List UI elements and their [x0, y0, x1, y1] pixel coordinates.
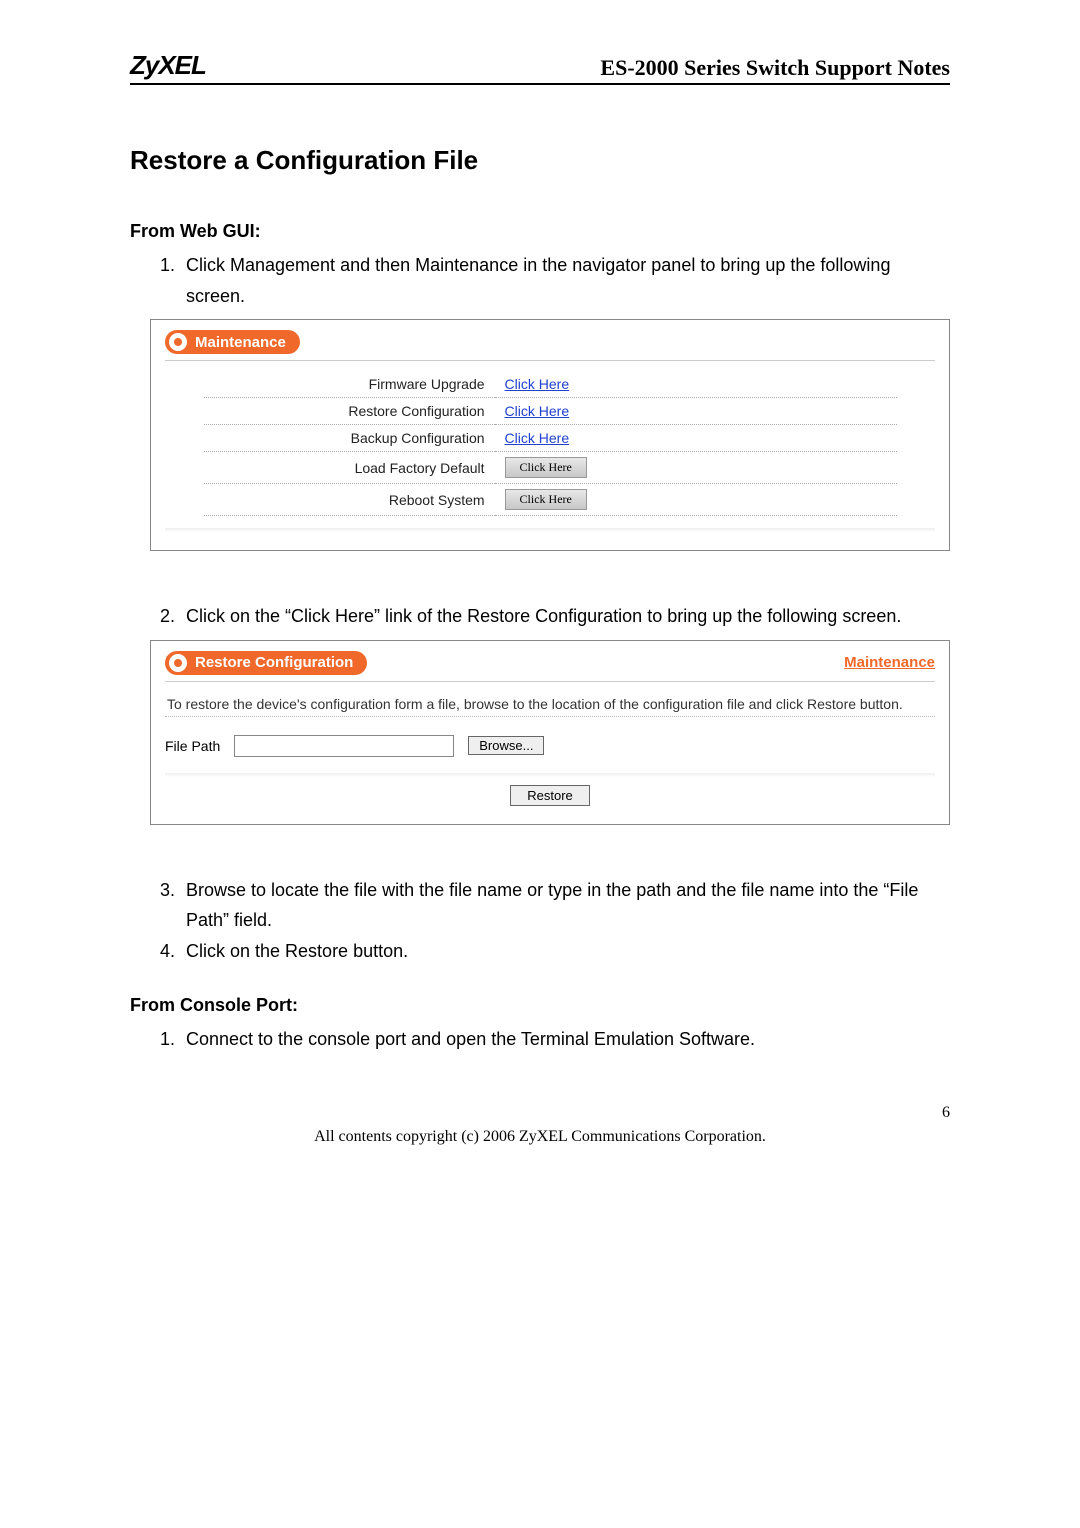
- console-heading: From Console Port:: [130, 995, 950, 1016]
- row-firmware-upgrade: Firmware Upgrade Click Here: [204, 371, 897, 398]
- browse-button[interactable]: Browse...: [468, 736, 544, 755]
- backup-config-link[interactable]: Click Here: [505, 430, 570, 446]
- divider: [165, 681, 935, 682]
- webgui-steps-3: Browse to locate the file with the file …: [130, 875, 950, 967]
- panel1-title: Maintenance: [195, 334, 286, 351]
- lozenge-bullet-icon: [169, 333, 187, 351]
- step-3: Browse to locate the file with the file …: [180, 875, 950, 936]
- breadcrumb-maintenance[interactable]: Maintenance: [844, 654, 935, 671]
- reboot-button[interactable]: Click Here: [505, 489, 587, 510]
- console-step-1: Connect to the console port and open the…: [180, 1024, 950, 1055]
- file-path-label: File Path: [165, 738, 220, 754]
- row-label: Reboot System: [204, 484, 495, 516]
- file-path-input[interactable]: [234, 735, 454, 757]
- row-backup-config: Backup Configuration Click Here: [204, 425, 897, 452]
- webgui-steps-1: Click Management and then Maintenance in…: [130, 250, 950, 311]
- divider: [165, 773, 935, 777]
- doc-title: ES-2000 Series Switch Support Notes: [600, 55, 950, 81]
- console-steps: Connect to the console port and open the…: [130, 1024, 950, 1055]
- maintenance-panel: Maintenance Firmware Upgrade Click Here …: [150, 319, 950, 551]
- divider: [165, 528, 935, 532]
- copyright: All contents copyright (c) 2006 ZyXEL Co…: [130, 1128, 950, 1146]
- maintenance-table: Firmware Upgrade Click Here Restore Conf…: [204, 371, 897, 516]
- file-path-row: File Path Browse...: [165, 735, 935, 757]
- restore-config-link[interactable]: Click Here: [505, 403, 570, 419]
- step-1: Click Management and then Maintenance in…: [180, 250, 950, 311]
- row-label: Firmware Upgrade: [204, 371, 495, 398]
- page-number: 6: [130, 1104, 950, 1122]
- firmware-upgrade-link[interactable]: Click Here: [505, 376, 570, 392]
- lozenge-bullet-icon: [169, 654, 187, 672]
- row-label: Backup Configuration: [204, 425, 495, 452]
- load-factory-button[interactable]: Click Here: [505, 457, 587, 478]
- step-2: Click on the “Click Here” link of the Re…: [180, 601, 950, 632]
- step-4: Click on the Restore button.: [180, 936, 950, 967]
- logo: ZyXEL: [130, 50, 206, 81]
- page-header: ZyXEL ES-2000 Series Switch Support Note…: [130, 50, 950, 85]
- webgui-steps-2: Click on the “Click Here” link of the Re…: [130, 601, 950, 632]
- panel2-title: Restore Configuration: [195, 654, 353, 671]
- row-load-factory: Load Factory Default Click Here: [204, 452, 897, 484]
- row-restore-config: Restore Configuration Click Here: [204, 398, 897, 425]
- divider: [165, 360, 935, 361]
- webgui-heading: From Web GUI:: [130, 221, 950, 242]
- panel-lozenge: Maintenance: [165, 330, 300, 354]
- restore-button[interactable]: Restore: [510, 785, 590, 806]
- section-title: Restore a Configuration File: [130, 145, 950, 176]
- row-label: Restore Configuration: [204, 398, 495, 425]
- panel-lozenge: Restore Configuration: [165, 651, 367, 675]
- restore-intro-text: To restore the device's configuration fo…: [165, 692, 935, 717]
- row-label: Load Factory Default: [204, 452, 495, 484]
- restore-panel: Restore Configuration Maintenance To res…: [150, 640, 950, 825]
- row-reboot: Reboot System Click Here: [204, 484, 897, 516]
